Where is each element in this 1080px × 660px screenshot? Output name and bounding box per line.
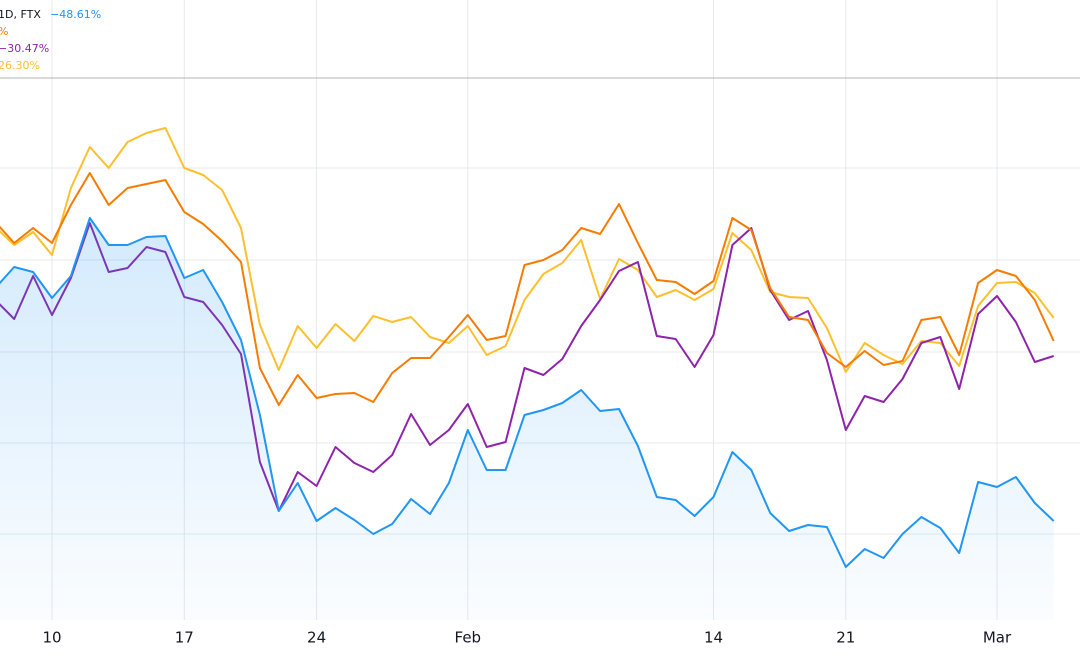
x-axis: 10 17 24 Feb 14 21 Mar <box>42 629 1012 647</box>
legend-entry: % <box>0 25 8 38</box>
legend-entry: 26.30% <box>0 59 40 72</box>
legend: 1D, FTX −48.61%% −30.47% 26.30% <box>0 8 101 72</box>
line <box>0 172 1055 406</box>
x-tick-label: Feb <box>455 629 482 647</box>
line <box>0 217 1055 568</box>
x-tick-label: 24 <box>307 629 326 647</box>
x-tick-label: 10 <box>42 629 61 647</box>
line <box>0 127 1055 373</box>
legend-entry: −48.61% <box>50 8 101 21</box>
x-tick-label: 21 <box>836 629 855 647</box>
plot <box>0 127 1055 620</box>
x-tick-label: 14 <box>704 629 723 647</box>
legend-entry: −30.47% <box>0 42 49 55</box>
x-tick-label: 17 <box>175 629 194 647</box>
area <box>0 218 1054 620</box>
legend-title: 1D, FTX <box>0 8 41 21</box>
x-tick-label: Mar <box>983 629 1012 647</box>
